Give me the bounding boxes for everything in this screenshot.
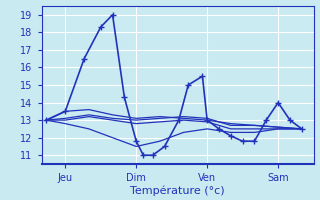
X-axis label: Température (°c): Température (°c) <box>130 186 225 196</box>
